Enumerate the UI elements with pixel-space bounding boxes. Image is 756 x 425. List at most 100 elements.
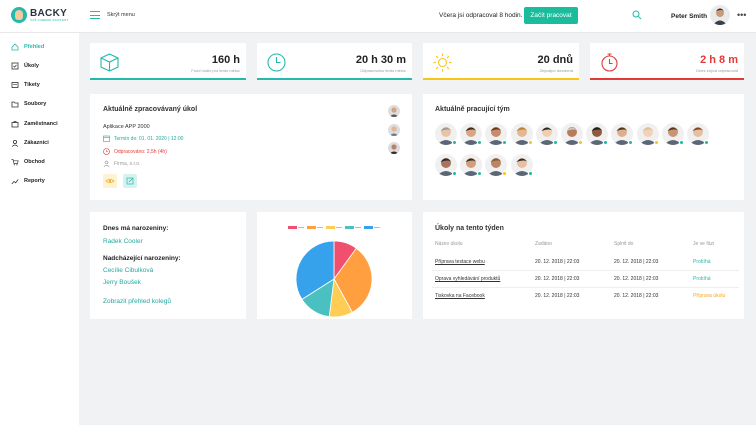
- status-indicator: [527, 140, 533, 145]
- sidebar-item-employees[interactable]: Zaměstnanci: [0, 117, 79, 131]
- team-member-avatar[interactable]: [485, 123, 508, 145]
- status-indicator: [578, 140, 583, 145]
- team-member-avatar[interactable]: [435, 123, 457, 145]
- team-member-avatar[interactable]: [460, 123, 483, 145]
- legend-label: [336, 227, 342, 228]
- team-member-avatar[interactable]: [485, 154, 508, 176]
- logo-mark-icon: [11, 7, 27, 23]
- hide-menu-label: Skrýt menu: [107, 12, 135, 18]
- task-link[interactable]: Příprava testace webu: [435, 259, 485, 265]
- sidebar-item-label: Zákazníci: [24, 140, 49, 146]
- checklist-icon: [11, 62, 19, 70]
- pie-slice[interactable]: [333, 247, 373, 313]
- stat-accent-bar: [590, 78, 744, 80]
- sidebar-item-label: Zaměstnanci: [24, 121, 58, 127]
- stat-card-worked-month: 20 h 30 m Odpracováno tento měsíc: [257, 43, 412, 80]
- hide-menu-button[interactable]: Skrýt menu: [90, 11, 135, 19]
- column-header[interactable]: Je ve fázi: [693, 241, 715, 247]
- legend-label: [355, 227, 361, 228]
- stat-caption: Dnes zbývá odpracovat: [696, 68, 738, 73]
- team-member-avatar[interactable]: [611, 123, 634, 145]
- start-work-button[interactable]: Začít pracovat: [524, 7, 578, 24]
- table-row[interactable]: Oprava vyhledávání produktů 20. 12. 2018…: [432, 271, 739, 288]
- sidebar-item-customers[interactable]: Zákazníci: [0, 136, 79, 150]
- sidebar-item-overview[interactable]: Přehled: [0, 40, 79, 54]
- stat-card-hours-fund: 160 h Fond hodin pro tento měsíc: [90, 43, 246, 80]
- team-member-avatar[interactable]: [586, 123, 609, 145]
- stat-value: 20 dnů: [537, 54, 573, 66]
- team-member-avatar[interactable]: [510, 154, 533, 176]
- team-member-avatar[interactable]: [535, 123, 558, 145]
- stat-value: 2 h 8 m: [700, 54, 738, 66]
- pie-chart-card: [257, 212, 412, 319]
- legend-swatch[interactable]: [307, 226, 316, 229]
- legend-swatch[interactable]: [326, 226, 335, 229]
- assignee-avatar[interactable]: [388, 124, 400, 136]
- task-deadline-text: Termín do: 01. 01. 2020 | 12:00: [114, 135, 184, 142]
- status-indicator: [502, 140, 508, 145]
- team-member-avatar[interactable]: [661, 123, 684, 145]
- assigned-date: 20. 12. 2018 | 22:03: [535, 293, 580, 299]
- home-icon: [11, 43, 19, 51]
- app-logo[interactable]: BACKY VÁŠ FIREMNÍ ASISTENT: [11, 7, 69, 23]
- team-member-avatar[interactable]: [460, 154, 483, 176]
- status-indicator: [704, 140, 709, 145]
- sidebar-item-files[interactable]: Soubory: [0, 97, 79, 111]
- team-title: Aktuálně pracující tým: [435, 106, 510, 113]
- due-date: 20. 12. 2018 | 22:03: [614, 293, 659, 299]
- column-header[interactable]: Název úkolu: [435, 241, 463, 247]
- status-indicator: [477, 171, 483, 176]
- legend-swatch[interactable]: [288, 226, 297, 229]
- assignee-avatar[interactable]: [388, 105, 400, 117]
- column-header[interactable]: Zadáno: [535, 241, 552, 247]
- status-indicator: [678, 140, 684, 145]
- edit-icon: [126, 177, 134, 185]
- user-avatar[interactable]: [710, 5, 730, 25]
- birthdays-card: Dnes má narozeniny: Radek Cooler Nadcház…: [90, 212, 246, 319]
- task-worked: Odpracováno: 2,5h (4h): [103, 148, 167, 155]
- stat-caption: Fond hodin pro tento měsíc: [191, 68, 240, 73]
- task-link[interactable]: Oprava vyhledávání produktů: [435, 276, 501, 282]
- birthday-person-link[interactable]: Jerry Boušek: [103, 279, 141, 286]
- sidebar-item-reports[interactable]: Reporty: [0, 174, 79, 188]
- birthday-person-link[interactable]: Cecílie Cibulková: [103, 267, 154, 274]
- due-date: 20. 12. 2018 | 22:03: [614, 276, 659, 282]
- more-options-icon[interactable]: •••: [737, 10, 747, 20]
- sidebar-item-label: Soubory: [24, 101, 47, 107]
- team-member-avatar[interactable]: [561, 123, 583, 145]
- table-row[interactable]: Tiskovka na Facebook 20. 12. 2018 | 22:0…: [432, 288, 739, 305]
- team-member-avatar[interactable]: [687, 123, 709, 145]
- legend-label: [374, 227, 380, 228]
- legend-swatch[interactable]: [364, 226, 373, 229]
- team-member-avatar[interactable]: [435, 154, 457, 176]
- pie-slice[interactable]: [295, 240, 335, 300]
- colleagues-overview-link[interactable]: Zobrazit přehled kolegů: [103, 298, 171, 305]
- edit-task-button[interactable]: [123, 174, 137, 188]
- chart-icon: [11, 179, 19, 185]
- sidebar-item-sales[interactable]: Obchod: [0, 155, 79, 169]
- birthday-person-link[interactable]: Radek Cooler: [103, 238, 143, 245]
- status-indicator: [653, 140, 659, 145]
- search-icon[interactable]: [632, 10, 642, 20]
- assigned-date: 20. 12. 2018 | 22:03: [535, 259, 580, 265]
- sidebar-item-tickets[interactable]: Tikety: [0, 78, 79, 92]
- team-member-avatar[interactable]: [636, 123, 659, 145]
- task-link[interactable]: Tiskovka na Facebook: [435, 293, 485, 299]
- user-name[interactable]: Peter Smith: [671, 13, 708, 20]
- legend-swatch[interactable]: [345, 226, 354, 229]
- task-name[interactable]: Aplikace APP 2000: [103, 124, 150, 130]
- birthday-today-title: Dnes má narozeniny:: [103, 225, 169, 232]
- assignee-avatar[interactable]: [388, 142, 400, 154]
- sidebar-item-tasks[interactable]: Úkoly: [0, 59, 79, 73]
- top-bar: BACKY VÁŠ FIREMNÍ ASISTENT Skrýt menu Vč…: [0, 0, 756, 33]
- stat-accent-bar: [423, 78, 579, 80]
- status-indicator: [502, 171, 508, 176]
- stopwatch-icon: [601, 53, 618, 72]
- task-company: Firma, s.r.o.: [103, 160, 140, 167]
- team-member-avatar[interactable]: [510, 123, 533, 145]
- weekly-tasks-card: Úkoly na tento týden Název úkolu Zadáno …: [423, 212, 744, 319]
- status-indicator: [452, 140, 457, 145]
- view-task-button[interactable]: [103, 174, 117, 188]
- column-header[interactable]: Splnit do: [614, 241, 634, 247]
- table-row[interactable]: Příprava testace webu 20. 12. 2018 | 22:…: [432, 254, 739, 271]
